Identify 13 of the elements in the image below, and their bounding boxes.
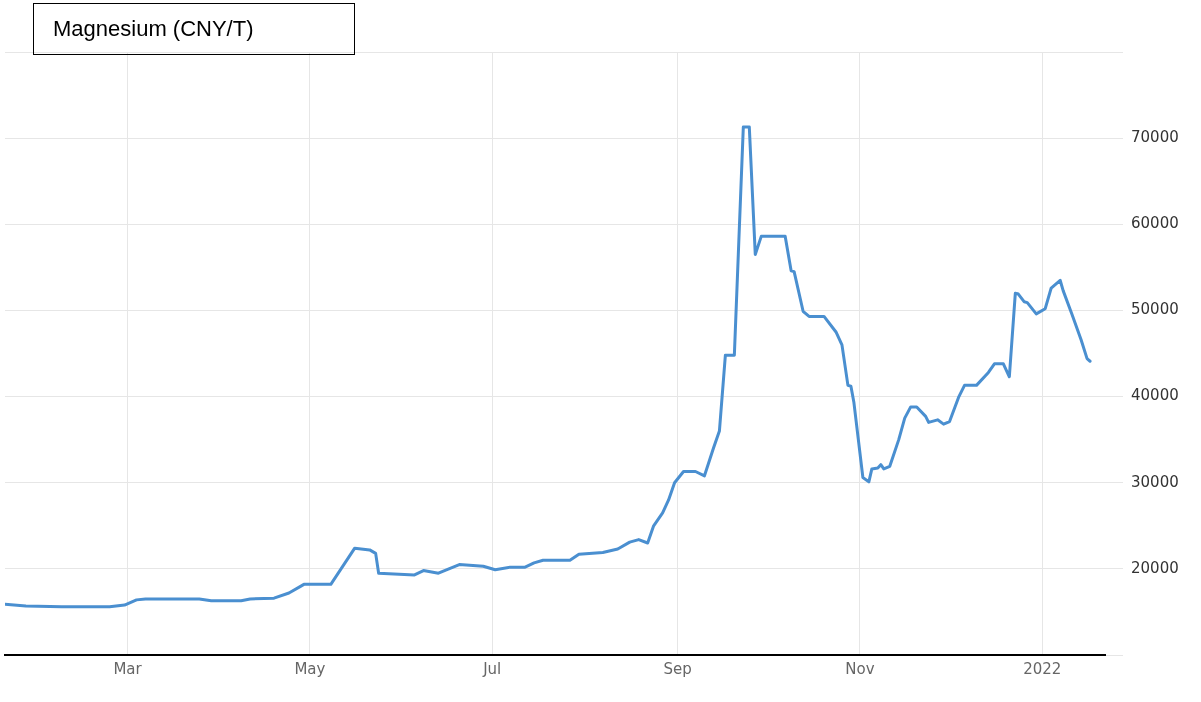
x-tick-label: Sep xyxy=(663,659,692,678)
y-tick-label: 60000 xyxy=(1131,214,1179,233)
x-tick-label: Jul xyxy=(482,659,502,678)
x-tick-label: Nov xyxy=(845,659,875,678)
y-tick-label: 50000 xyxy=(1131,300,1179,319)
y-tick-label: 70000 xyxy=(1131,128,1179,147)
x-tick-label: May xyxy=(294,659,326,678)
x-tick-label: 2022 xyxy=(1023,659,1062,678)
x-tick-label: Mar xyxy=(113,659,143,678)
y-tick-label: 20000 xyxy=(1131,558,1179,577)
y-tick-label: 40000 xyxy=(1131,386,1179,405)
y-tick-label: 30000 xyxy=(1131,472,1179,491)
chart-title: Magnesium (CNY/T) xyxy=(33,3,355,55)
